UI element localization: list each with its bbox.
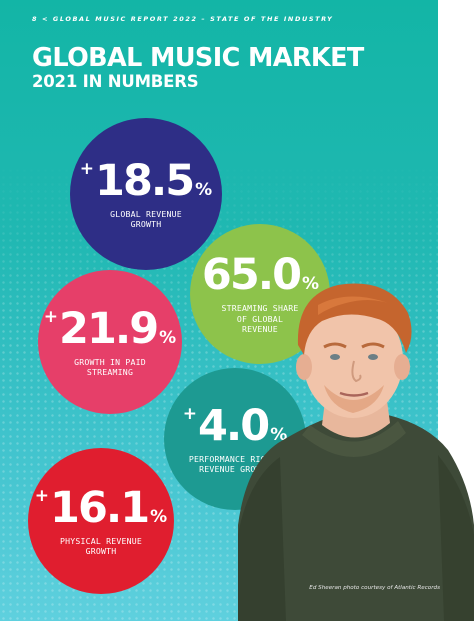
stat-performance-rights-circle: + 4.0 % PERFORMANCE RIGHTS REVENUE GROWT… bbox=[164, 368, 306, 510]
stat-prefix: + bbox=[34, 485, 50, 506]
stat-global-revenue-circle: + 18.5 % GLOBAL REVENUE GROWTH bbox=[70, 118, 222, 270]
stat-unit: % bbox=[159, 327, 177, 348]
stat-unit: % bbox=[302, 274, 320, 295]
running-head: 8 < GLOBAL MUSIC REPORT 2022 – STATE OF … bbox=[32, 15, 334, 23]
stat-unit: % bbox=[195, 179, 213, 200]
stat-value: 65.0 % bbox=[201, 253, 319, 297]
stat-unit: % bbox=[270, 424, 288, 445]
stat-label: GLOBAL REVENUE GROWTH bbox=[110, 208, 182, 230]
stat-value: + 21.9 % bbox=[44, 307, 176, 351]
stat-number: 16.1 bbox=[50, 482, 150, 533]
stat-label: PHYSICAL REVENUE GROWTH bbox=[59, 535, 143, 557]
stat-unit: % bbox=[150, 506, 168, 527]
stat-label: STREAMING SHARE OF GLOBAL REVENUE bbox=[221, 303, 299, 335]
page-title: GLOBAL MUSIC MARKET bbox=[32, 43, 364, 73]
portrait-photo-icon bbox=[238, 275, 474, 621]
stat-prefix: + bbox=[79, 158, 95, 179]
page-subtitle: 2021 IN NUMBERS bbox=[32, 72, 199, 91]
stat-physical-revenue-circle: + 16.1 % PHYSICAL REVENUE GROWTH bbox=[28, 448, 174, 594]
stat-paid-streaming-circle: + 21.9 % GROWTH IN PAID STREAMING bbox=[38, 270, 182, 414]
stat-value: + 18.5 % bbox=[80, 159, 212, 203]
stat-label: GROWTH IN PAID STREAMING bbox=[74, 356, 146, 378]
stat-number: 4.0 bbox=[198, 400, 270, 451]
stat-prefix: + bbox=[43, 306, 59, 327]
stat-value: + 16.1 % bbox=[35, 486, 167, 530]
photo-credit: Ed Sheeran photo courtesy of Atlantic Re… bbox=[309, 585, 440, 591]
stat-prefix: + bbox=[182, 403, 197, 424]
stat-number: 21.9 bbox=[59, 303, 159, 354]
stat-value: + 4.0 % bbox=[183, 404, 287, 448]
stat-number: 18.5 bbox=[95, 155, 195, 206]
stat-number: 65.0 bbox=[201, 250, 302, 301]
